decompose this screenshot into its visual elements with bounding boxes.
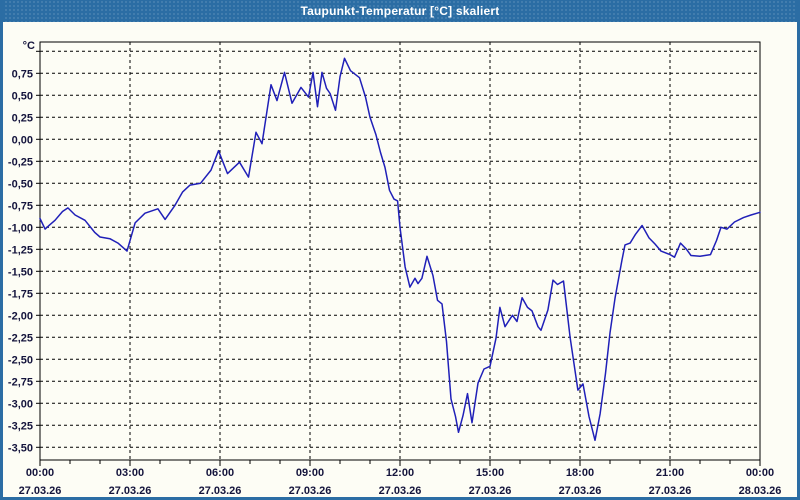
svg-text:03:00: 03:00 — [116, 467, 144, 479]
svg-text:06:00: 06:00 — [206, 467, 234, 479]
svg-text:28.03.26: 28.03.26 — [739, 485, 782, 497]
window-titlebar: Taupunkt-Temperatur [°C] skaliert — [3, 0, 797, 22]
svg-text:27.03.26: 27.03.26 — [289, 485, 332, 497]
svg-text:27.03.26: 27.03.26 — [469, 485, 512, 497]
svg-text:0,25: 0,25 — [12, 112, 33, 124]
chart-title: Taupunkt-Temperatur [°C] skaliert — [300, 4, 500, 18]
chart-plot-area: 0,75 0,50 0,25 0,00 -0,25 -0,50 -0,75 -1,00 -1,2… — [3, 22, 797, 497]
svg-text:00:00: 00:00 — [26, 467, 54, 479]
svg-text:-2,50: -2,50 — [8, 354, 33, 366]
svg-text:27.03.26: 27.03.26 — [19, 485, 62, 497]
svg-text:°C: °C — [23, 40, 35, 52]
svg-text:09:00: 09:00 — [296, 467, 324, 479]
svg-text:-2,00: -2,00 — [8, 310, 33, 322]
svg-text:27.03.26: 27.03.26 — [199, 485, 242, 497]
dewpoint-line-chart: 0,75 0,50 0,25 0,00 -0,25 -0,50 -0,75 -1,00 -1,2… — [8, 40, 782, 497]
svg-text:-2,25: -2,25 — [8, 332, 33, 344]
svg-text:-2,75: -2,75 — [8, 376, 33, 388]
svg-text:-3,00: -3,00 — [8, 398, 33, 410]
svg-text:-1,75: -1,75 — [8, 288, 33, 300]
svg-text:27.03.26: 27.03.26 — [649, 485, 692, 497]
svg-text:0,50: 0,50 — [12, 90, 33, 102]
svg-text:27.03.26: 27.03.26 — [109, 485, 152, 497]
svg-text:-0,75: -0,75 — [8, 200, 33, 212]
svg-text:-3,25: -3,25 — [8, 420, 33, 432]
svg-text:0,00: 0,00 — [12, 134, 33, 146]
svg-text:-3,50: -3,50 — [8, 442, 33, 454]
svg-text:27.03.26: 27.03.26 — [379, 485, 422, 497]
svg-text:27.03.26: 27.03.26 — [559, 485, 602, 497]
svg-text:18:00: 18:00 — [566, 467, 594, 479]
svg-text:21:00: 21:00 — [656, 467, 684, 479]
svg-text:-0,50: -0,50 — [8, 178, 33, 190]
svg-text:-1,50: -1,50 — [8, 266, 33, 278]
svg-text:0,75: 0,75 — [12, 68, 33, 80]
svg-text:-1,25: -1,25 — [8, 244, 33, 256]
svg-text:-1,00: -1,00 — [8, 222, 33, 234]
svg-text:-0,25: -0,25 — [8, 156, 33, 168]
svg-text:12:00: 12:00 — [386, 467, 414, 479]
svg-text:15:00: 15:00 — [476, 467, 504, 479]
svg-text:00:00: 00:00 — [746, 467, 774, 479]
